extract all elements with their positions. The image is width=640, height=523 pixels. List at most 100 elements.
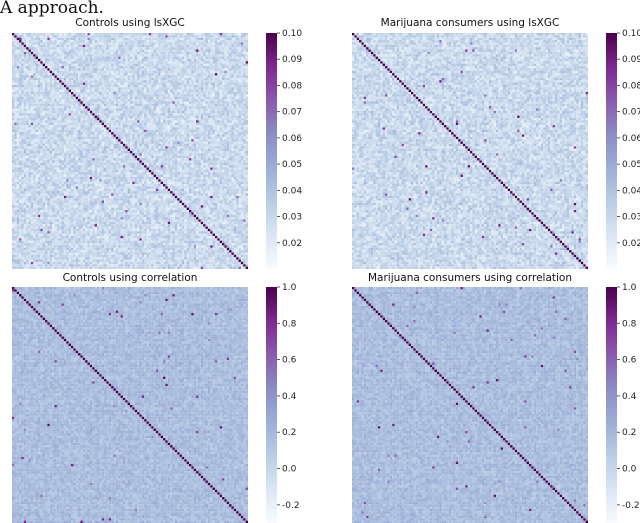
heatmap-cell	[19, 136, 22, 140]
heatmap-cell	[127, 37, 131, 41]
heatmap-cell	[134, 103, 138, 107]
heatmap-cell	[212, 129, 216, 133]
heatmap-cell	[214, 47, 218, 50]
heatmap-cell	[151, 146, 154, 149]
heatmap-cell	[71, 94, 74, 97]
heatmap-cell	[101, 51, 105, 55]
heatmap-cell	[245, 68, 248, 71]
heatmap-cell	[108, 33, 112, 36]
heatmap-cell	[146, 92, 149, 95]
heatmap-cell	[59, 35, 62, 38]
heatmap-cell	[174, 132, 178, 135]
heatmap-cell	[200, 56, 204, 60]
heatmap-cell	[101, 35, 105, 38]
heatmap-cell	[146, 139, 149, 142]
heatmap-cell	[240, 127, 244, 130]
heatmap-cell	[172, 40, 175, 43]
heatmap-cell	[92, 110, 95, 114]
heatmap-cell	[212, 125, 216, 128]
heatmap-cell	[172, 129, 175, 133]
heatmap-cell	[40, 82, 43, 85]
heatmap-cell	[35, 58, 39, 62]
heatmap-cell	[205, 141, 208, 144]
heatmap-cell	[207, 113, 211, 116]
heatmap-cell	[222, 94, 225, 97]
heatmap-cell	[118, 47, 121, 50]
heatmap-cell	[144, 44, 147, 48]
heatmap-cell	[191, 108, 194, 111]
heatmap-cell	[148, 99, 152, 102]
heatmap-cell	[80, 99, 83, 102]
heatmap-cell	[42, 68, 46, 71]
heatmap-cell	[186, 84, 190, 88]
heatmap-cell	[238, 120, 241, 123]
heatmap-cell	[198, 143, 201, 147]
heatmap-cell	[85, 77, 88, 81]
heatmap-cell	[229, 61, 232, 64]
heatmap-cell	[236, 47, 239, 50]
heatmap-cell	[191, 44, 194, 48]
heatmap-cell	[163, 117, 166, 121]
heatmap-cell	[14, 139, 17, 142]
heatmap-cell	[141, 92, 145, 95]
heatmap-cell	[14, 134, 17, 137]
heatmap-cell	[134, 47, 138, 50]
heatmap-cell	[30, 87, 34, 90]
heatmap-cell	[66, 63, 69, 67]
heatmap-cell	[40, 141, 43, 144]
heatmap-cell	[106, 132, 109, 135]
heatmap-cell	[23, 125, 27, 128]
heatmap-cell	[54, 40, 57, 43]
heatmap-cell	[148, 54, 152, 57]
heatmap-cell	[160, 101, 164, 104]
heatmap-cell	[200, 148, 204, 152]
heatmap-cell	[189, 110, 192, 114]
heatmap-cell	[89, 148, 93, 152]
heatmap-cell	[236, 80, 239, 83]
heatmap-cell	[174, 115, 178, 119]
heatmap-cell	[214, 51, 218, 55]
heatmap-cell	[113, 125, 116, 128]
heatmap-cell	[71, 148, 74, 152]
heatmap-cell	[115, 87, 119, 90]
heatmap-cell	[155, 108, 159, 111]
heatmap-cell	[14, 108, 17, 111]
heatmap-cell	[198, 115, 201, 119]
heatmap-cell	[165, 94, 168, 97]
heatmap-cell	[238, 139, 241, 142]
heatmap-cell	[118, 136, 121, 140]
heatmap-cell	[193, 108, 197, 111]
heatmap-cell	[59, 122, 62, 126]
heatmap-cell	[63, 58, 67, 62]
heatmap-cell	[96, 139, 100, 142]
heatmap-cell	[61, 70, 64, 74]
heatmap-cell	[94, 110, 98, 114]
heatmap-cell	[47, 49, 50, 52]
heatmap-cell	[193, 66, 197, 69]
heatmap-cell	[224, 113, 227, 116]
heatmap-cell	[203, 122, 206, 126]
heatmap-cell	[134, 51, 138, 55]
heatmap-cell	[165, 120, 168, 123]
heatmap-cell	[226, 101, 230, 104]
heatmap-cell	[134, 87, 138, 90]
heatmap-cell	[170, 75, 173, 78]
heatmap-cell	[19, 80, 22, 83]
heatmap-cell	[141, 68, 145, 71]
heatmap-cell	[151, 42, 154, 45]
heatmap-cell	[205, 44, 208, 48]
heatmap-cell	[207, 63, 211, 67]
heatmap-cell	[59, 127, 62, 130]
heatmap-cell	[186, 82, 190, 85]
heatmap-cell	[108, 143, 112, 147]
heatmap-cell	[61, 87, 64, 90]
heatmap-cell	[160, 141, 164, 144]
heatmap-cell	[80, 134, 83, 137]
heatmap-cell	[78, 49, 81, 52]
heatmap-cell	[87, 127, 90, 130]
heatmap-cell	[174, 96, 178, 100]
heatmap-cell	[12, 89, 15, 93]
heatmap-cell	[210, 42, 213, 45]
heatmap-cell	[210, 51, 213, 55]
heatmap-cell	[127, 47, 131, 50]
